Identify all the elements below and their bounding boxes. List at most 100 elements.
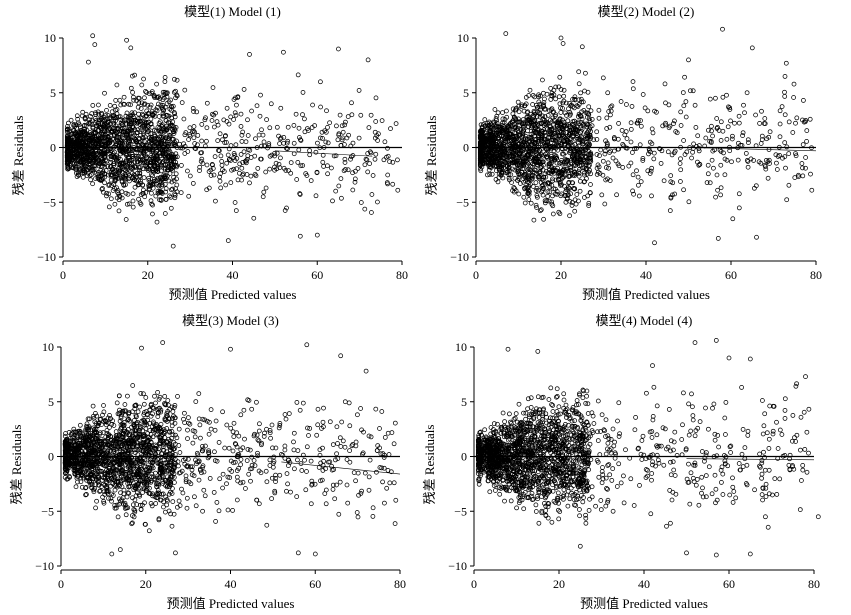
data-point [122,126,127,131]
data-point [263,169,269,175]
data-point [231,97,237,102]
data-point [126,155,131,160]
data-point [313,193,319,199]
data-point [533,180,539,185]
data-point [113,118,119,123]
data-point [110,188,116,193]
data-point [482,117,488,122]
data-point [343,167,348,172]
data-point [678,123,684,128]
data-point [142,194,148,200]
data-point [572,142,578,147]
data-point [165,173,170,179]
data-point [224,140,229,145]
data-point [284,471,290,476]
data-point [206,185,212,191]
data-point [154,108,160,114]
data-point [742,110,747,116]
data-point [267,166,273,172]
data-point [649,165,655,171]
data-point [187,132,193,137]
data-point [90,156,96,162]
data-point [628,139,634,145]
data-point [329,165,334,171]
data-point [108,121,113,127]
x-tick-label: 80 [810,268,822,282]
data-point [668,173,674,178]
data-point [610,155,616,161]
data-point [170,152,176,158]
data-point [574,192,580,197]
data-point [528,200,534,206]
data-point [171,131,177,136]
data-point [252,171,258,177]
data-point [65,156,71,162]
data-point [82,150,88,156]
data-point [119,135,125,140]
data-point [138,192,144,197]
data-point [714,116,720,121]
data-point [104,190,110,196]
data-point [128,113,134,119]
data-point [596,115,602,121]
data-point [222,140,228,145]
data-point [358,406,363,411]
data-point [264,117,269,122]
data-point [149,172,154,177]
data-point [393,121,399,126]
y-tick-label: 0 [463,141,469,155]
data-point [93,110,98,116]
data-point [111,113,116,118]
data-point [191,124,197,129]
outlier-point [395,187,401,193]
data-point [651,156,657,162]
data-point [243,139,249,145]
data-point [135,120,141,125]
data-point [248,478,253,484]
data-point [192,129,197,135]
data-point [619,128,625,133]
data-point [227,157,232,162]
data-point [297,407,303,413]
data-point [119,178,125,184]
data-point [374,448,380,453]
data-point [91,166,97,172]
data-point [518,181,523,186]
data-point [162,167,168,172]
data-point [113,98,119,103]
data-point [172,191,178,197]
data-point [298,137,303,143]
data-point [247,147,253,153]
data-point [243,158,249,164]
data-point [82,129,88,134]
data-point [231,117,236,122]
data-point [588,108,594,114]
data-point [179,100,185,105]
data-point [800,173,806,179]
data-point [606,165,611,171]
data-point [245,133,251,138]
data-point [515,99,521,105]
data-point [80,174,86,180]
data-point [169,107,174,113]
data-point [313,149,319,155]
data-point [349,154,354,160]
data-point [730,216,736,222]
data-point [135,182,141,188]
data-point [661,178,667,184]
data-point [102,90,107,96]
data-point [248,173,254,179]
data-point [682,74,687,80]
data-point [160,135,166,141]
outlier-point [809,187,815,193]
data-point [122,138,128,144]
data-point [234,497,240,503]
data-point [217,174,222,180]
data-point [96,102,101,108]
data-point [531,217,537,223]
data-point [791,95,796,100]
data-point [368,112,374,118]
data-point [124,110,130,116]
